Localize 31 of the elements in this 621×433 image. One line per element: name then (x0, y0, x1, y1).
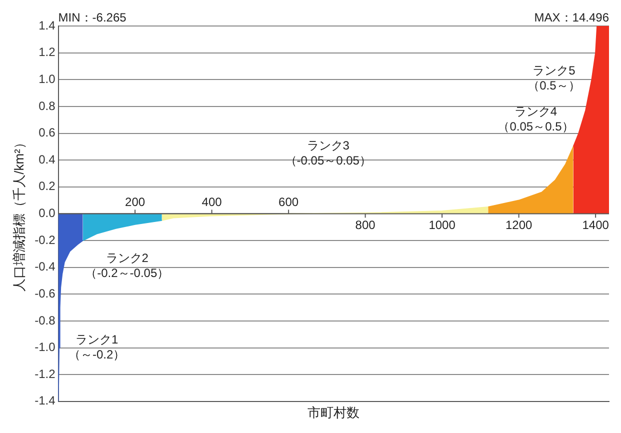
y-tick-label: 1.0 (38, 72, 56, 86)
x2-tick-label: 400 (202, 195, 222, 210)
annotation: ランク1 （～-0.2） (68, 332, 126, 362)
x-tick-label: 1000 (428, 218, 456, 232)
y-tick-label: -0.2 (34, 232, 56, 247)
y-tick-label: -0.4 (34, 260, 56, 274)
y-tick-label: -1.4 (34, 394, 56, 408)
y-tick-label: -1.2 (34, 366, 56, 381)
y-tick-label: 1.4 (38, 18, 56, 32)
y-tick-label: 0.6 (38, 126, 56, 140)
y-axis-title: 人口増減指標（千人/km²） (11, 136, 26, 292)
y-tick-label: 0.2 (38, 179, 56, 194)
annotation: ランク4 （0.05～0.5） (498, 104, 574, 134)
y-tick-label: -1.0 (34, 340, 56, 354)
text: MIN：-6.265 (58, 10, 127, 24)
x2-tick-label: 600 (278, 195, 299, 210)
y-tick-label: 0.0 (38, 206, 56, 220)
text: MAX：14.496 (534, 10, 610, 24)
y-tick-label: -0.8 (34, 313, 56, 328)
annotation: ランク3 （-0.05～0.05） (284, 138, 372, 168)
x-axis-title: 市町村数 (308, 404, 360, 420)
x-tick-label: 800 (355, 218, 376, 232)
annotation: ランク5 （0.5～） (528, 63, 580, 92)
y-tick-label: 1.2 (38, 45, 56, 60)
x-tick-label: 1200 (505, 218, 532, 232)
annotation: ランク2 （-0.2～-0.05） (85, 251, 170, 280)
x2-tick-label: 200 (125, 195, 146, 210)
x-tick-label: 1400 (582, 218, 610, 232)
y-tick-label: -0.6 (34, 286, 56, 300)
y-tick-label: 0.4 (38, 152, 56, 166)
y-tick-label: 0.8 (38, 98, 56, 113)
